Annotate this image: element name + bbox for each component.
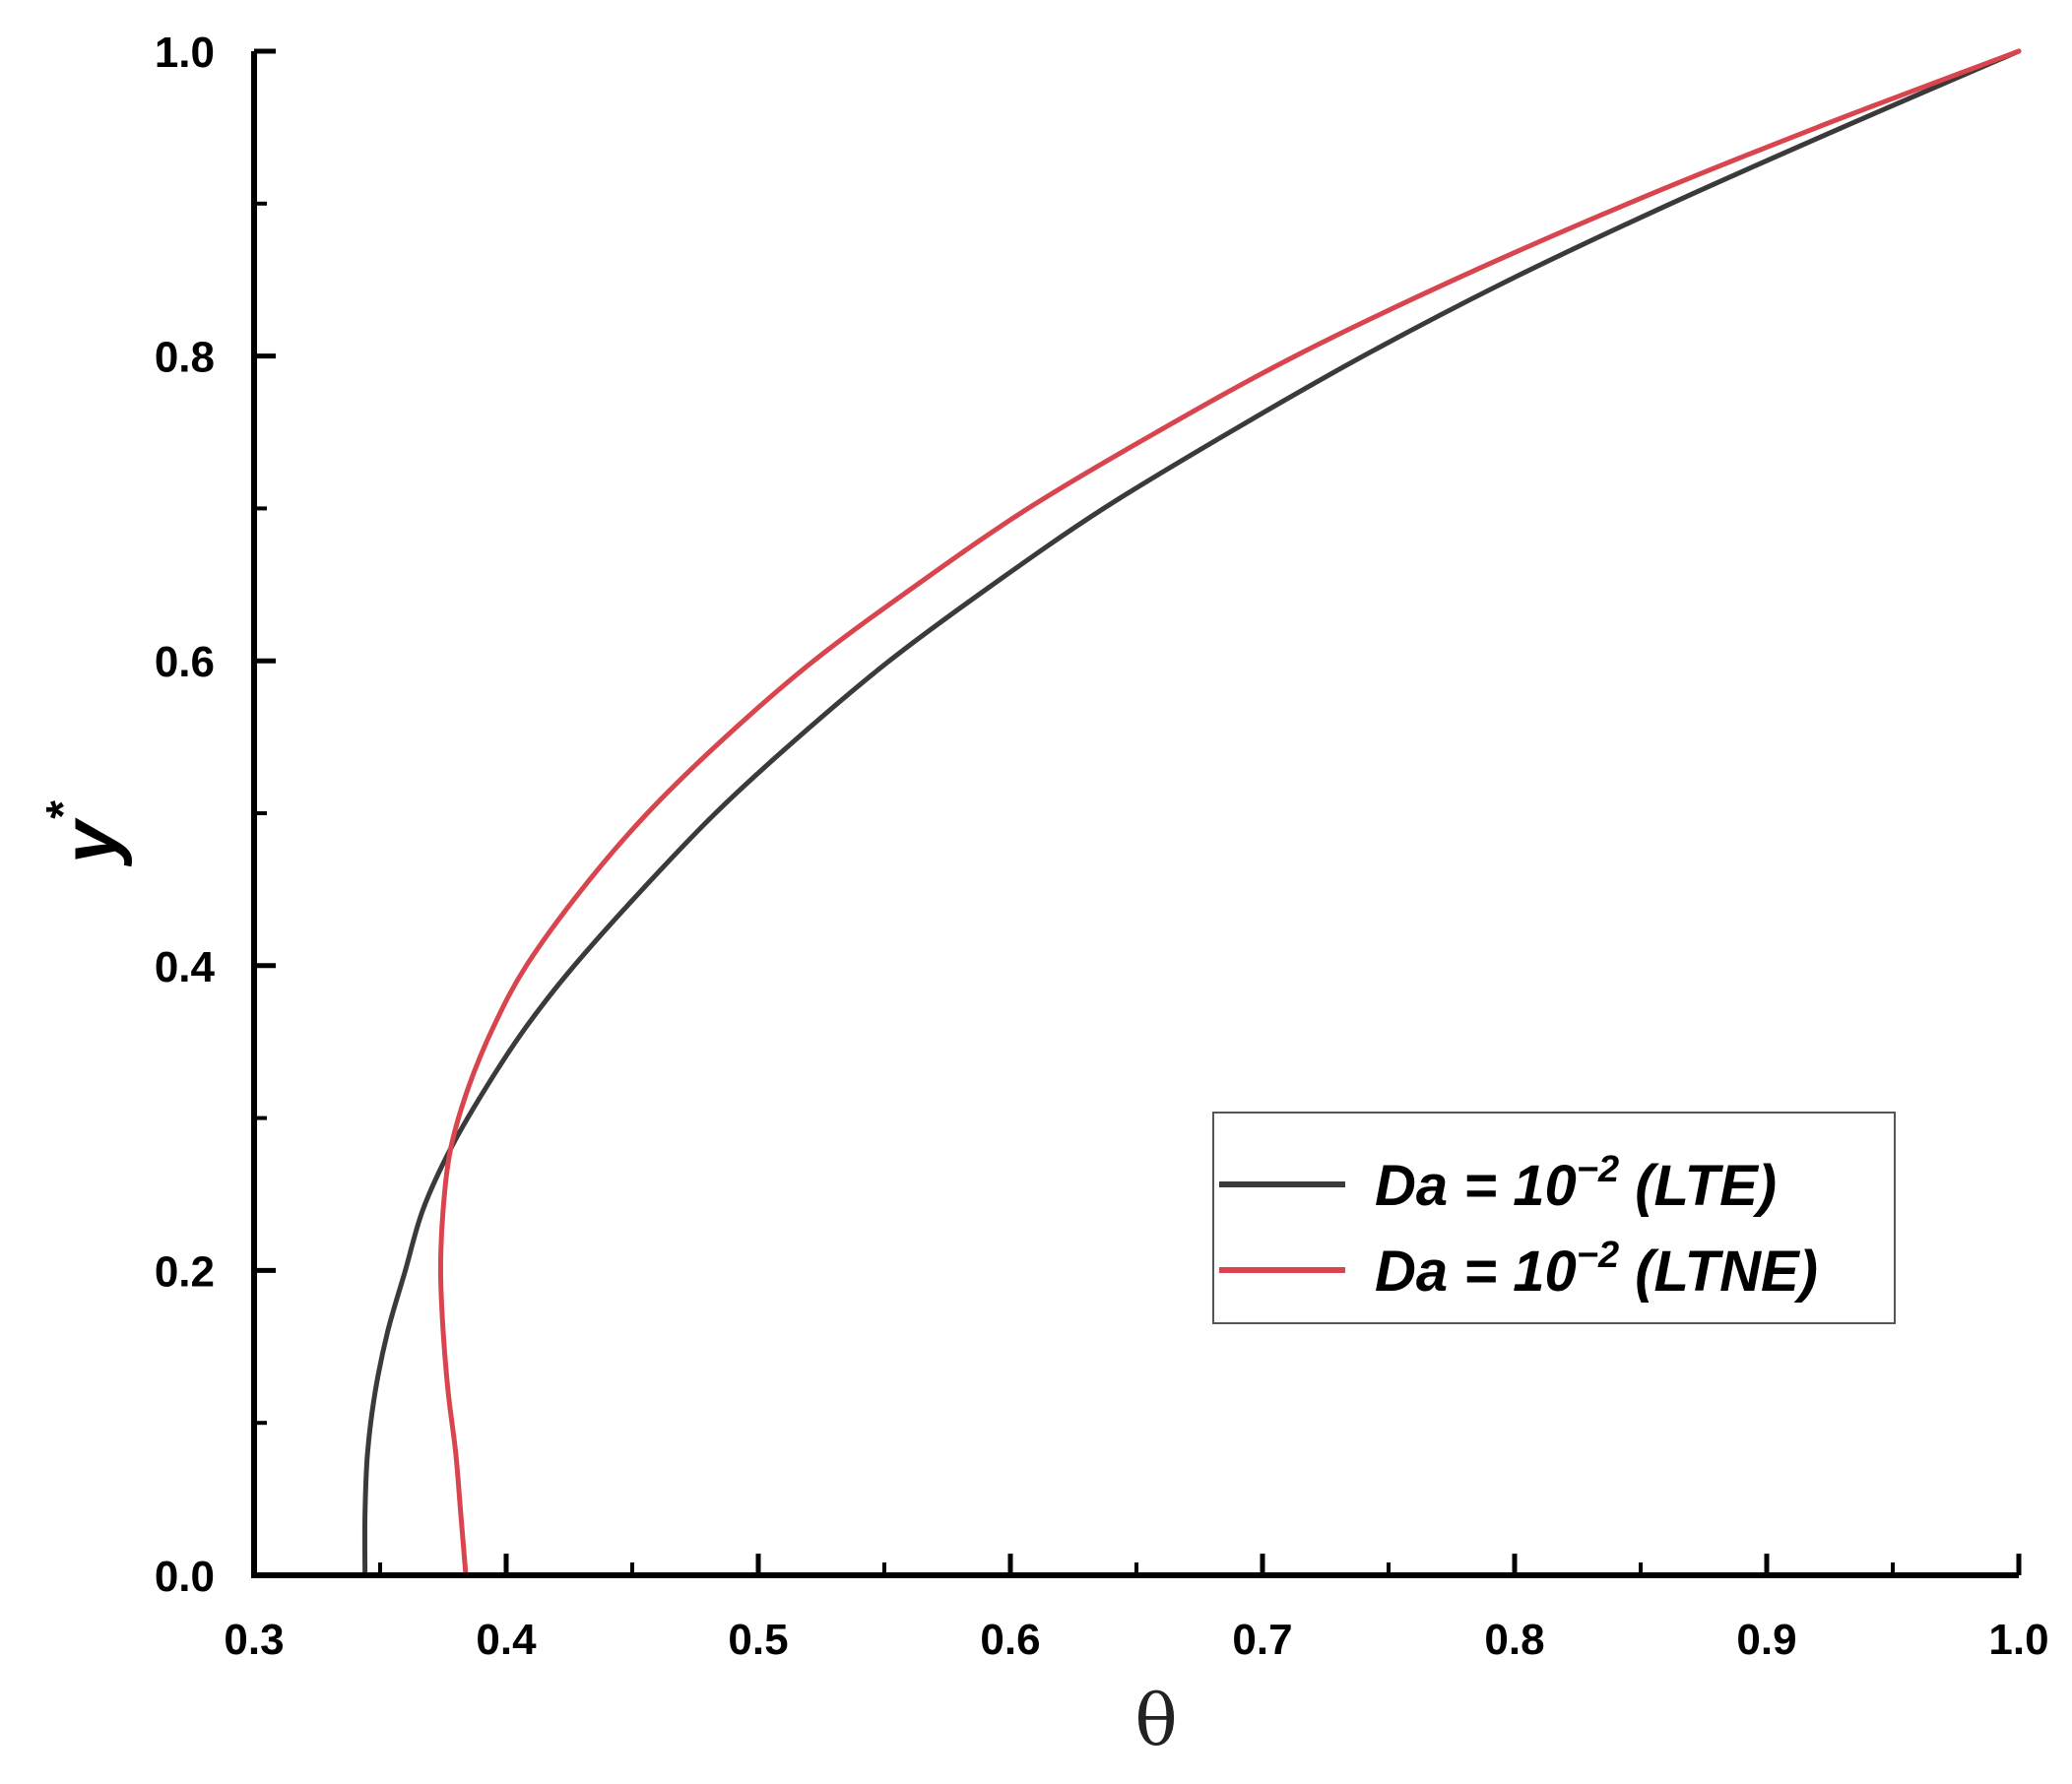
legend-label-lte-superscript: −2	[1577, 1149, 1619, 1190]
series-line-lte	[361, 48, 2022, 1578]
y-tick-label: 1.0	[155, 29, 215, 77]
legend-label-lte-prefix: Da = 10	[1375, 1154, 1577, 1218]
legend-label-ltne-suffix: (LTNE)	[1619, 1240, 1818, 1304]
legend-label-lte-suffix: (LTE)	[1619, 1154, 1777, 1218]
y-tick-label: 0.0	[155, 1553, 215, 1601]
legend-label-ltne-superscript: −2	[1577, 1235, 1619, 1276]
x-tick-label: 0.7	[1232, 1616, 1292, 1664]
legend-label-lte: Da = 10−2 (LTE)	[1375, 1149, 1777, 1218]
y-axis-title-main: y	[46, 817, 133, 867]
x-tick-label: 0.6	[980, 1616, 1040, 1664]
y-tick-label: 0.6	[155, 638, 215, 686]
y-axis-title: y*	[37, 800, 133, 867]
legend-box	[1212, 1112, 1896, 1324]
axes-layer	[251, 51, 2019, 1578]
y-axis-title-superscript: *	[37, 800, 90, 821]
ticks-layer	[251, 48, 2022, 1578]
x-tick-label: 0.4	[476, 1616, 537, 1664]
legend: Da = 10−2 (LTE) Da = 10−2 (LTNE)	[1212, 1112, 1896, 1324]
x-tick-label: 0.8	[1484, 1616, 1544, 1664]
y-tick-label: 0.2	[155, 1247, 215, 1296]
legend-label-ltne: Da = 10−2 (LTNE)	[1375, 1235, 1818, 1304]
y-tick-label: 0.4	[155, 943, 216, 991]
x-tick-label: 0.3	[224, 1616, 284, 1664]
tick-labels-layer: 0.3 0.4 0.5 0.6 0.7 0.8 0.9 1.0 0.0 0.2 0.4 0.6 0.8 1…	[155, 29, 2049, 1664]
x-tick-label: 0.9	[1736, 1616, 1796, 1664]
series-line-ltne	[437, 48, 2022, 1578]
series-layer	[361, 48, 2022, 1578]
y-tick-label: 0.8	[155, 334, 215, 382]
x-axis-title: θ	[1134, 1679, 1177, 1761]
legend-label-ltne-prefix: Da = 10	[1375, 1240, 1577, 1304]
x-tick-label: 1.0	[1988, 1616, 2048, 1664]
x-tick-label: 0.5	[728, 1616, 788, 1664]
y-axis-title-text: y*	[37, 800, 133, 867]
